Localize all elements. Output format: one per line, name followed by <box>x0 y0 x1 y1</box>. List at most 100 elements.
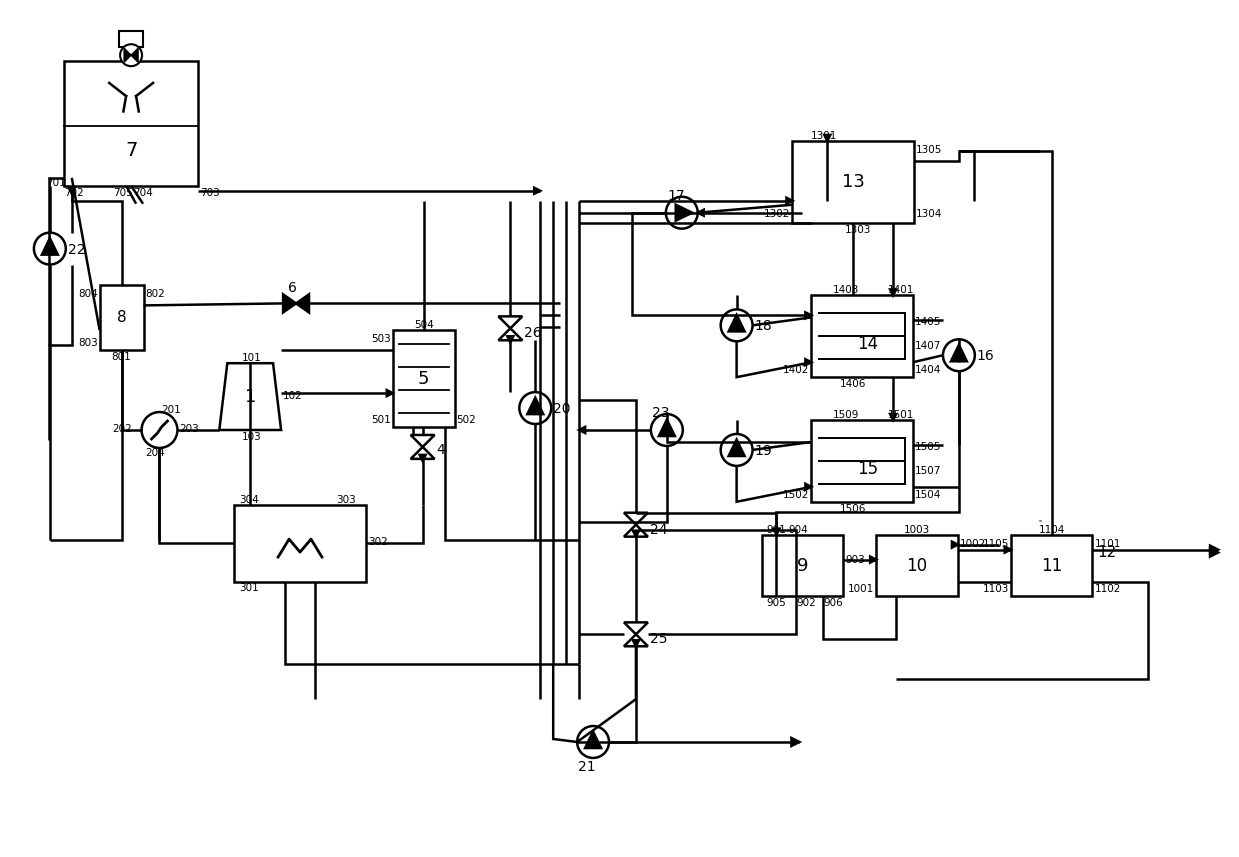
Polygon shape <box>534 188 540 194</box>
Text: 901: 901 <box>767 524 787 535</box>
Circle shape <box>577 726 610 758</box>
Text: 8: 8 <box>116 310 126 326</box>
Circle shape <box>943 339 975 371</box>
Text: 1302: 1302 <box>764 209 790 219</box>
Polygon shape <box>950 345 966 362</box>
Polygon shape <box>624 524 648 536</box>
Polygon shape <box>633 640 639 646</box>
Text: 1401: 1401 <box>888 285 914 296</box>
Bar <box>99 285 144 351</box>
Polygon shape <box>296 294 309 313</box>
Polygon shape <box>131 48 138 63</box>
Polygon shape <box>624 622 648 634</box>
Text: 19: 19 <box>755 444 772 458</box>
Text: 1303: 1303 <box>845 225 871 235</box>
Text: 22: 22 <box>68 243 85 256</box>
Circle shape <box>120 45 142 66</box>
Circle shape <box>721 309 752 341</box>
Bar <box>793 141 914 223</box>
Polygon shape <box>42 238 58 255</box>
Bar <box>876 535 958 596</box>
Polygon shape <box>890 414 896 420</box>
Polygon shape <box>420 455 426 461</box>
Text: 905: 905 <box>767 598 787 608</box>
Polygon shape <box>659 420 675 436</box>
Text: 1101: 1101 <box>1094 539 1121 548</box>
Text: 906: 906 <box>824 598 844 608</box>
Text: 902: 902 <box>797 598 817 608</box>
Text: 705: 705 <box>113 188 133 198</box>
Text: 102: 102 <box>282 391 302 401</box>
Polygon shape <box>1005 547 1011 553</box>
Text: 704: 704 <box>133 188 152 198</box>
Text: 1105: 1105 <box>983 539 1009 548</box>
Circle shape <box>721 434 752 466</box>
Text: 26: 26 <box>524 327 541 340</box>
Text: 301: 301 <box>239 584 259 594</box>
Text: 802: 802 <box>145 290 165 299</box>
Text: 1001: 1001 <box>847 584 875 595</box>
Text: 1402: 1402 <box>783 365 809 375</box>
Polygon shape <box>870 556 876 562</box>
Text: 503: 503 <box>370 334 390 345</box>
Text: 9: 9 <box>797 556 808 574</box>
Polygon shape <box>1211 548 1218 556</box>
Text: 21: 21 <box>579 760 596 774</box>
Text: 12: 12 <box>1098 544 1116 560</box>
Text: 1003: 1003 <box>904 524 930 535</box>
Text: 7: 7 <box>125 141 138 160</box>
Bar <box>234 505 366 582</box>
Text: 201: 201 <box>161 405 181 415</box>
Polygon shape <box>824 135 830 141</box>
Polygon shape <box>410 447 435 458</box>
Text: 1404: 1404 <box>916 365 942 375</box>
Polygon shape <box>890 290 896 296</box>
Polygon shape <box>585 732 601 748</box>
Text: 501: 501 <box>370 415 390 425</box>
Polygon shape <box>498 316 523 328</box>
Text: 1501: 1501 <box>888 410 914 420</box>
Polygon shape <box>805 359 812 365</box>
Polygon shape <box>387 390 393 396</box>
Text: 804: 804 <box>78 290 98 299</box>
Polygon shape <box>624 512 648 524</box>
Text: 1: 1 <box>244 387 256 405</box>
Text: 202: 202 <box>112 424 131 434</box>
Text: 1505: 1505 <box>916 442 942 452</box>
Text: 303: 303 <box>336 494 356 505</box>
Text: 5: 5 <box>418 369 430 387</box>
Text: 103: 103 <box>243 432 261 442</box>
Bar <box>1011 535 1093 596</box>
Polygon shape <box>787 198 793 204</box>
Polygon shape <box>805 484 812 490</box>
Text: 24: 24 <box>650 523 668 536</box>
Text: 11: 11 <box>1041 556 1062 574</box>
Text: 1502: 1502 <box>783 490 809 500</box>
Polygon shape <box>698 210 704 216</box>
Polygon shape <box>805 313 812 318</box>
Text: 1403: 1403 <box>834 285 860 296</box>
Polygon shape <box>773 529 779 535</box>
Text: 101: 101 <box>243 353 261 363</box>
Polygon shape <box>579 427 585 433</box>
Text: 1407: 1407 <box>916 341 942 351</box>
Text: 703: 703 <box>201 188 221 198</box>
Text: 904: 904 <box>788 524 808 535</box>
Text: 803: 803 <box>78 339 98 348</box>
Text: 304: 304 <box>239 494 259 505</box>
Bar <box>119 32 142 47</box>
Text: 1504: 1504 <box>916 490 942 500</box>
Circle shape <box>665 197 698 229</box>
Text: 504: 504 <box>414 321 434 330</box>
Text: 13: 13 <box>841 173 865 191</box>
Polygon shape <box>952 542 958 548</box>
Polygon shape <box>410 435 435 447</box>
Polygon shape <box>729 315 745 332</box>
Polygon shape <box>729 440 745 456</box>
Circle shape <box>141 412 177 448</box>
Text: 1103: 1103 <box>983 584 1009 595</box>
Bar <box>812 296 913 377</box>
Polygon shape <box>675 205 693 220</box>
Text: 701: 701 <box>46 177 66 188</box>
Polygon shape <box>219 363 281 430</box>
